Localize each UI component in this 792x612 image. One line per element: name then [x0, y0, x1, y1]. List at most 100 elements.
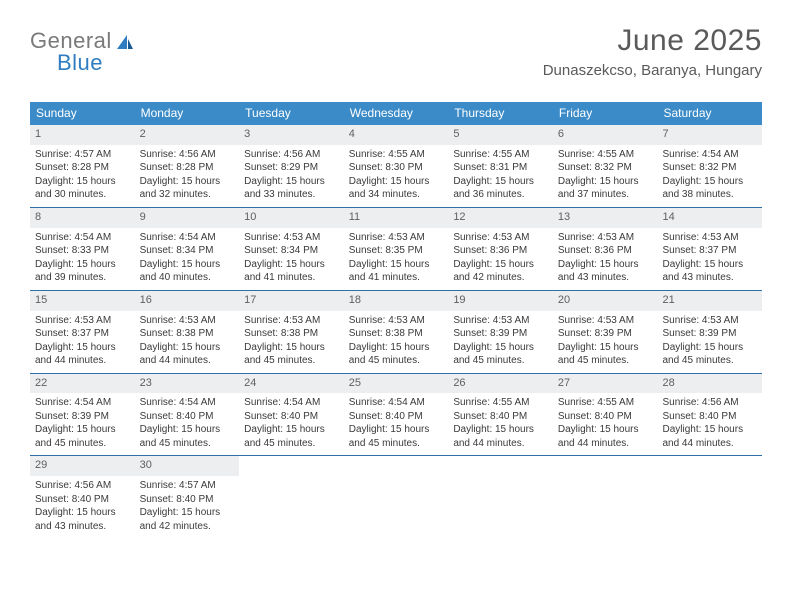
- day-number: 26: [448, 374, 553, 394]
- col-wednesday: Wednesday: [344, 102, 449, 125]
- day-number: 6: [553, 125, 658, 145]
- day-number: 10: [239, 208, 344, 228]
- calendar-cell: 3Sunrise: 4:56 AMSunset: 8:29 PMDaylight…: [239, 125, 344, 207]
- calendar-week: 29Sunrise: 4:56 AMSunset: 8:40 PMDayligh…: [30, 455, 762, 538]
- calendar-cell: 25Sunrise: 4:54 AMSunset: 8:40 PMDayligh…: [344, 374, 449, 456]
- month-title: June 2025: [543, 24, 762, 58]
- day-info: Sunrise: 4:53 AMSunset: 8:38 PMDaylight:…: [239, 311, 344, 373]
- day-number: 19: [448, 291, 553, 311]
- day-info: Sunrise: 4:53 AMSunset: 8:38 PMDaylight:…: [135, 311, 240, 373]
- day-info: Sunrise: 4:55 AMSunset: 8:40 PMDaylight:…: [448, 393, 553, 455]
- day-info: Sunrise: 4:54 AMSunset: 8:40 PMDaylight:…: [239, 393, 344, 455]
- day-info: Sunrise: 4:56 AMSunset: 8:28 PMDaylight:…: [135, 145, 240, 207]
- calendar-week: 15Sunrise: 4:53 AMSunset: 8:37 PMDayligh…: [30, 290, 762, 373]
- calendar-cell: 29Sunrise: 4:56 AMSunset: 8:40 PMDayligh…: [30, 456, 135, 538]
- calendar-cell: 24Sunrise: 4:54 AMSunset: 8:40 PMDayligh…: [239, 374, 344, 456]
- logo: General Blue: [30, 28, 135, 54]
- col-sunday: Sunday: [30, 102, 135, 125]
- calendar-cell: 17Sunrise: 4:53 AMSunset: 8:38 PMDayligh…: [239, 291, 344, 373]
- day-info: Sunrise: 4:57 AMSunset: 8:40 PMDaylight:…: [135, 476, 240, 538]
- day-info: Sunrise: 4:56 AMSunset: 8:29 PMDaylight:…: [239, 145, 344, 207]
- calendar-cell: 8Sunrise: 4:54 AMSunset: 8:33 PMDaylight…: [30, 208, 135, 290]
- calendar-cell: 22Sunrise: 4:54 AMSunset: 8:39 PMDayligh…: [30, 374, 135, 456]
- day-number: 7: [657, 125, 762, 145]
- calendar-cell: 26Sunrise: 4:55 AMSunset: 8:40 PMDayligh…: [448, 374, 553, 456]
- day-number: 18: [344, 291, 449, 311]
- day-info: Sunrise: 4:56 AMSunset: 8:40 PMDaylight:…: [30, 476, 135, 538]
- day-info: Sunrise: 4:53 AMSunset: 8:38 PMDaylight:…: [344, 311, 449, 373]
- day-number: 28: [657, 374, 762, 394]
- calendar-cell: 16Sunrise: 4:53 AMSunset: 8:38 PMDayligh…: [135, 291, 240, 373]
- day-info: Sunrise: 4:53 AMSunset: 8:37 PMDaylight:…: [30, 311, 135, 373]
- day-info: Sunrise: 4:54 AMSunset: 8:33 PMDaylight:…: [30, 228, 135, 290]
- day-number: 20: [553, 291, 658, 311]
- calendar-cell: 18Sunrise: 4:53 AMSunset: 8:38 PMDayligh…: [344, 291, 449, 373]
- day-info: Sunrise: 4:55 AMSunset: 8:30 PMDaylight:…: [344, 145, 449, 207]
- calendar-cell-empty: [448, 456, 553, 538]
- day-info: Sunrise: 4:56 AMSunset: 8:40 PMDaylight:…: [657, 393, 762, 455]
- calendar-cell-empty: [553, 456, 658, 538]
- calendar-cell: 30Sunrise: 4:57 AMSunset: 8:40 PMDayligh…: [135, 456, 240, 538]
- calendar-cell: 23Sunrise: 4:54 AMSunset: 8:40 PMDayligh…: [135, 374, 240, 456]
- day-info: Sunrise: 4:53 AMSunset: 8:39 PMDaylight:…: [657, 311, 762, 373]
- day-info: Sunrise: 4:53 AMSunset: 8:39 PMDaylight:…: [448, 311, 553, 373]
- calendar-week: 1Sunrise: 4:57 AMSunset: 8:28 PMDaylight…: [30, 125, 762, 207]
- col-thursday: Thursday: [448, 102, 553, 125]
- calendar-cell: 5Sunrise: 4:55 AMSunset: 8:31 PMDaylight…: [448, 125, 553, 207]
- day-number: 2: [135, 125, 240, 145]
- logo-sail-icon: [115, 33, 135, 51]
- day-info: Sunrise: 4:54 AMSunset: 8:40 PMDaylight:…: [344, 393, 449, 455]
- day-info: Sunrise: 4:54 AMSunset: 8:34 PMDaylight:…: [135, 228, 240, 290]
- day-info: Sunrise: 4:57 AMSunset: 8:28 PMDaylight:…: [30, 145, 135, 207]
- day-number: 4: [344, 125, 449, 145]
- location-subtitle: Dunaszekcso, Baranya, Hungary: [543, 62, 762, 79]
- day-number: 11: [344, 208, 449, 228]
- calendar-cell-empty: [239, 456, 344, 538]
- day-number: 16: [135, 291, 240, 311]
- calendar-cell: 27Sunrise: 4:55 AMSunset: 8:40 PMDayligh…: [553, 374, 658, 456]
- day-number: 13: [553, 208, 658, 228]
- day-info: Sunrise: 4:54 AMSunset: 8:40 PMDaylight:…: [135, 393, 240, 455]
- calendar-week: 8Sunrise: 4:54 AMSunset: 8:33 PMDaylight…: [30, 207, 762, 290]
- day-number: 14: [657, 208, 762, 228]
- calendar-cell: 12Sunrise: 4:53 AMSunset: 8:36 PMDayligh…: [448, 208, 553, 290]
- title-block: June 2025 Dunaszekcso, Baranya, Hungary: [543, 24, 762, 79]
- calendar-cell: 21Sunrise: 4:53 AMSunset: 8:39 PMDayligh…: [657, 291, 762, 373]
- calendar-cell: 10Sunrise: 4:53 AMSunset: 8:34 PMDayligh…: [239, 208, 344, 290]
- calendar-cell: 4Sunrise: 4:55 AMSunset: 8:30 PMDaylight…: [344, 125, 449, 207]
- col-saturday: Saturday: [657, 102, 762, 125]
- logo-text-blue: Blue: [57, 50, 103, 76]
- day-info: Sunrise: 4:53 AMSunset: 8:37 PMDaylight:…: [657, 228, 762, 290]
- day-number: 24: [239, 374, 344, 394]
- calendar-cell: 11Sunrise: 4:53 AMSunset: 8:35 PMDayligh…: [344, 208, 449, 290]
- day-number: 17: [239, 291, 344, 311]
- day-info: Sunrise: 4:53 AMSunset: 8:34 PMDaylight:…: [239, 228, 344, 290]
- day-number: 5: [448, 125, 553, 145]
- day-info: Sunrise: 4:55 AMSunset: 8:40 PMDaylight:…: [553, 393, 658, 455]
- col-tuesday: Tuesday: [239, 102, 344, 125]
- day-info: Sunrise: 4:53 AMSunset: 8:35 PMDaylight:…: [344, 228, 449, 290]
- day-info: Sunrise: 4:55 AMSunset: 8:31 PMDaylight:…: [448, 145, 553, 207]
- day-number: 12: [448, 208, 553, 228]
- day-info: Sunrise: 4:53 AMSunset: 8:36 PMDaylight:…: [553, 228, 658, 290]
- calendar-cell: 13Sunrise: 4:53 AMSunset: 8:36 PMDayligh…: [553, 208, 658, 290]
- day-number: 8: [30, 208, 135, 228]
- day-number: 9: [135, 208, 240, 228]
- day-number: 29: [30, 456, 135, 476]
- calendar-cell-empty: [657, 456, 762, 538]
- day-info: Sunrise: 4:55 AMSunset: 8:32 PMDaylight:…: [553, 145, 658, 207]
- col-friday: Friday: [553, 102, 658, 125]
- calendar-cell: 20Sunrise: 4:53 AMSunset: 8:39 PMDayligh…: [553, 291, 658, 373]
- day-info: Sunrise: 4:54 AMSunset: 8:32 PMDaylight:…: [657, 145, 762, 207]
- day-number: 27: [553, 374, 658, 394]
- day-number: 15: [30, 291, 135, 311]
- calendar-cell: 2Sunrise: 4:56 AMSunset: 8:28 PMDaylight…: [135, 125, 240, 207]
- col-monday: Monday: [135, 102, 240, 125]
- calendar-cell: 6Sunrise: 4:55 AMSunset: 8:32 PMDaylight…: [553, 125, 658, 207]
- day-info: Sunrise: 4:54 AMSunset: 8:39 PMDaylight:…: [30, 393, 135, 455]
- day-number: 3: [239, 125, 344, 145]
- calendar: Sunday Monday Tuesday Wednesday Thursday…: [30, 102, 762, 538]
- day-number: 23: [135, 374, 240, 394]
- calendar-cell-empty: [344, 456, 449, 538]
- day-info: Sunrise: 4:53 AMSunset: 8:39 PMDaylight:…: [553, 311, 658, 373]
